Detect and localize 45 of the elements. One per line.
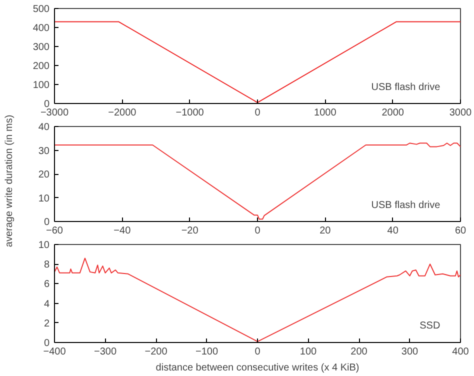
x-tick-label: −2000 (108, 108, 137, 118)
y-tick-label: 4 (44, 298, 50, 310)
y-tick-label: 8 (44, 260, 50, 271)
x-tick-label: −400 (43, 346, 66, 358)
x-tick-label: 100 (300, 346, 318, 358)
x-tick-label: 0 (254, 346, 261, 358)
x-tick-label: 40 (387, 226, 399, 236)
y-tick-label: 100 (32, 80, 50, 91)
x-tick-label: 2000 (382, 108, 404, 118)
x-tick-label: −40 (114, 226, 132, 236)
x-tick-label: 200 (350, 346, 368, 358)
y-tick-label: 200 (32, 61, 50, 72)
x-tick-label: 20 (320, 226, 332, 236)
y-tick-label: 20 (38, 170, 50, 180)
x-tick-label: −60 (46, 226, 64, 236)
annotation: USB flash drive (371, 82, 441, 93)
x-tick-label: 0 (254, 108, 261, 118)
y-tick-label: 0 (44, 99, 50, 110)
x-axis-title: distance between consecutive writes (x 4 KiB) (156, 362, 360, 374)
y-tick-label: 0 (44, 217, 50, 228)
y-tick-label: 30 (38, 146, 50, 157)
y-tick-label: 10 (38, 240, 50, 251)
x-tick-label: 0 (254, 226, 261, 236)
x-tick-label: −3000 (40, 108, 69, 118)
x-tick-label: 60 (454, 226, 466, 236)
x-tick-label: 300 (401, 346, 419, 358)
x-tick-label: 1000 (314, 108, 337, 118)
x-tick-label: 3000 (449, 108, 472, 118)
y-axis-title: average write duration (in ms) (4, 114, 15, 248)
x-tick-label: −100 (195, 346, 218, 358)
annotation: SSD (420, 320, 440, 332)
y-tick-label: 10 (38, 193, 50, 204)
y-tick-label: 6 (44, 279, 50, 290)
y-tick-label: 0 (44, 338, 50, 349)
annotation: USB flash drive (371, 200, 441, 211)
x-tick-label: −300 (94, 346, 117, 358)
x-tick-label: −1000 (176, 108, 204, 118)
y-tick-label: 2 (44, 318, 50, 330)
x-tick-label: 400 (452, 346, 470, 358)
x-tick-label: −200 (144, 346, 168, 358)
y-tick-label: 40 (38, 122, 50, 133)
x-tick-label: −20 (181, 226, 199, 236)
y-tick-label: 500 (32, 4, 50, 15)
y-tick-label: 300 (32, 42, 50, 53)
y-tick-label: 400 (32, 23, 50, 34)
